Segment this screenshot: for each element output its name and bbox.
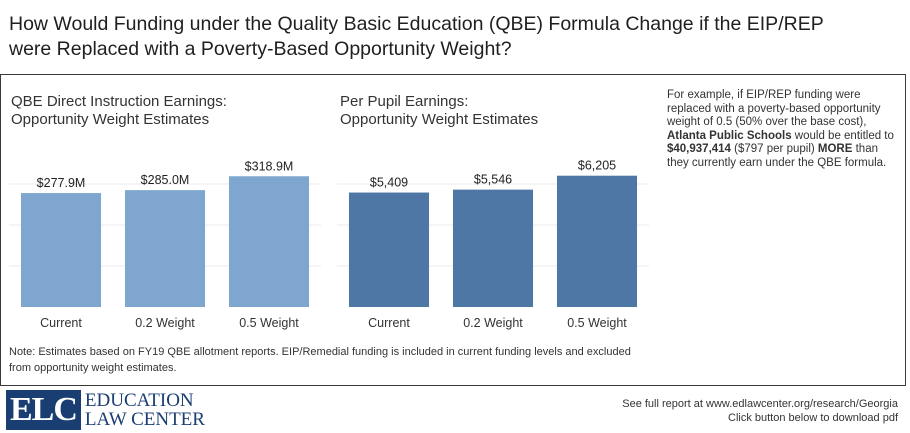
qbe-earnings-bar-2 [124, 190, 206, 307]
elc-logo-name-line-2: LAW CENTER [84, 409, 205, 430]
elc-logo-abbr: ELC [6, 390, 81, 430]
report-link-text: See full report at www.edlawcenter.org/r… [622, 397, 898, 425]
qbe-earnings-category-label-3: 0.5 Weight [239, 316, 299, 330]
per-pupil-bar-label-1: $5,409 [370, 176, 408, 190]
qbe-earnings-category-label-1: Current [40, 316, 82, 330]
qbe-earnings-bar-chart: $277.9M Current $285.0M 0.2 Weight $318.9M 0.… [9, 159, 321, 330]
per-pupil-chart-title-line-2: Opportunity Weight Estimates [340, 111, 539, 128]
example-annotation: For example, if EIP/REP funding were rep… [667, 89, 899, 171]
footnote: Note: Estimates based on FY19 QBE allotm… [9, 346, 631, 374]
per-pupil-bar-label-3: $6,205 [578, 159, 616, 173]
qbe-earnings-chart-title-line-1: QBE Direct Instruction Earnings: [11, 93, 227, 110]
per-pupil-bar-chart: $5,409 Current $5,546 0.2 Weight $6,205 0.5 W… [337, 159, 649, 330]
example-more: MORE [817, 143, 853, 156]
qbe-earnings-bar-3 [228, 176, 310, 307]
per-pupil-bar-3 [556, 175, 638, 307]
per-pupil-chart-title: Per Pupil Earnings: Opportunity Weight E… [340, 93, 538, 129]
qbe-earnings-chart-title: QBE Direct Instruction Earnings: Opportu… [11, 93, 227, 129]
example-text-2: would be entitled to [791, 129, 894, 142]
qbe-earnings-bar-label-2: $285.0M [141, 173, 190, 187]
example-amount: $40,937,414 [667, 143, 731, 156]
example-text-3: ($797 per pupil) [730, 143, 818, 156]
qbe-earnings-chart-title-line-2: Opportunity Weight Estimates [11, 111, 210, 128]
qbe-earnings-bar-label-1: $277.9M [37, 176, 86, 190]
per-pupil-category-label-2: 0.2 Weight [463, 316, 523, 330]
per-pupil-chart-title-line-1: Per Pupil Earnings: [340, 93, 469, 110]
qbe-earnings-bar-1 [20, 193, 102, 307]
report-link-line-2: Click button below to download pdf [728, 412, 898, 424]
elc-logo-name-line-1: EDUCATION [84, 390, 194, 411]
report-link-line-1: See full report at www.edlawcenter.org/r… [622, 398, 898, 410]
example-text-1: For example, if EIP/REP funding were rep… [667, 89, 881, 129]
page-title-line-1: How Would Funding under the Quality Basi… [9, 13, 824, 35]
elc-logo-name: EDUCATION LAW CENTER [85, 391, 205, 429]
per-pupil-bar-2 [452, 189, 534, 307]
dashboard-panel: QBE Direct Instruction Earnings: Opportu… [0, 74, 906, 386]
qbe-earnings-category-label-2: 0.2 Weight [135, 316, 195, 330]
page-title-line-2: were Replaced with a Poverty-Based Oppor… [9, 38, 512, 60]
page-title: How Would Funding under the Quality Basi… [9, 12, 899, 62]
elc-logo: ELC EDUCATION LAW CENTER [6, 389, 205, 431]
per-pupil-category-label-3: 0.5 Weight [567, 316, 627, 330]
per-pupil-bar-label-2: $5,546 [474, 173, 512, 187]
per-pupil-bar-1 [348, 192, 430, 307]
example-text-4: than they currently earn under the QBE f… [667, 143, 887, 169]
qbe-earnings-bar-label-3: $318.9M [245, 159, 294, 173]
per-pupil-category-label-1: Current [368, 316, 410, 330]
example-district: Atlanta Public Schools [667, 129, 792, 142]
